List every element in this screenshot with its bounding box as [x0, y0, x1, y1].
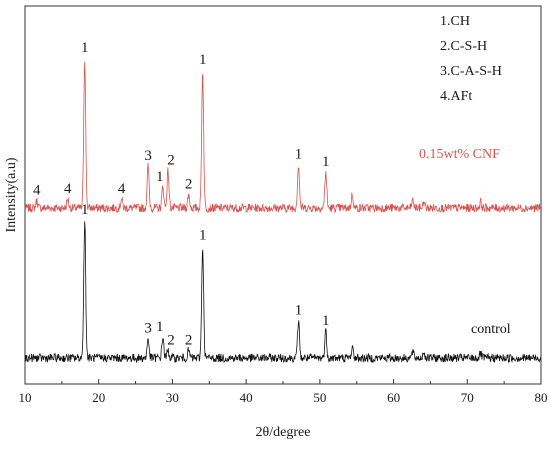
- x-axis-title: 2θ/degree: [256, 425, 311, 440]
- legend-entry-aft: 4.AFt: [440, 89, 472, 104]
- series-layer: [24, 61, 542, 364]
- legend: 1.CH 2.C-S-H 3.C-A-S-H 4.AFt: [440, 14, 502, 104]
- peak-label: 4: [64, 181, 72, 197]
- peak-label: 2: [185, 177, 193, 193]
- x-tick-layer: 10 20 30 40 50 60 70 80: [19, 379, 548, 405]
- peak-label: 2: [167, 153, 175, 169]
- peak-label: 4: [33, 183, 41, 199]
- legend-entry-cash: 3.C-A-S-H: [440, 64, 502, 79]
- y-axis-title: Intensity(a.u): [4, 157, 19, 232]
- peak-label: 1: [295, 147, 303, 163]
- series-line-control: [24, 221, 542, 364]
- peak-label: 3: [144, 321, 152, 337]
- series-label-cnf: 0.15wt% CNF: [419, 147, 500, 162]
- peak-label: 4: [118, 181, 126, 197]
- series-label-control: control: [471, 322, 511, 337]
- x-tick-label: 20: [92, 390, 105, 405]
- peak-label: 3: [144, 148, 152, 164]
- x-tick-label: 10: [19, 390, 32, 405]
- legend-entry-ch: 1.CH: [440, 14, 470, 29]
- x-tick-label: 40: [240, 390, 253, 405]
- x-tick-label: 50: [313, 390, 326, 405]
- peak-label: 2: [167, 333, 175, 349]
- peak-label: 2: [185, 333, 193, 349]
- peak-label: 1: [322, 313, 330, 329]
- x-tick-label: 60: [387, 390, 400, 405]
- x-tick-label: 80: [535, 390, 548, 405]
- peak-label: 1: [199, 52, 207, 68]
- peak-label: 1: [156, 319, 164, 335]
- peak-label: 1: [322, 154, 330, 170]
- plot-area: [24, 5, 542, 385]
- peak-label: 1: [81, 40, 89, 56]
- legend-entry-csh: 2.C-S-H: [440, 39, 487, 54]
- x-tick-label: 70: [461, 390, 474, 405]
- peak-label: 1: [295, 303, 303, 319]
- x-tick-label: 30: [166, 390, 179, 405]
- peak-label: 1: [199, 228, 207, 244]
- peak-label: 1: [81, 202, 89, 218]
- peak-label: 1: [156, 169, 164, 185]
- series-line-cnf: [24, 61, 542, 214]
